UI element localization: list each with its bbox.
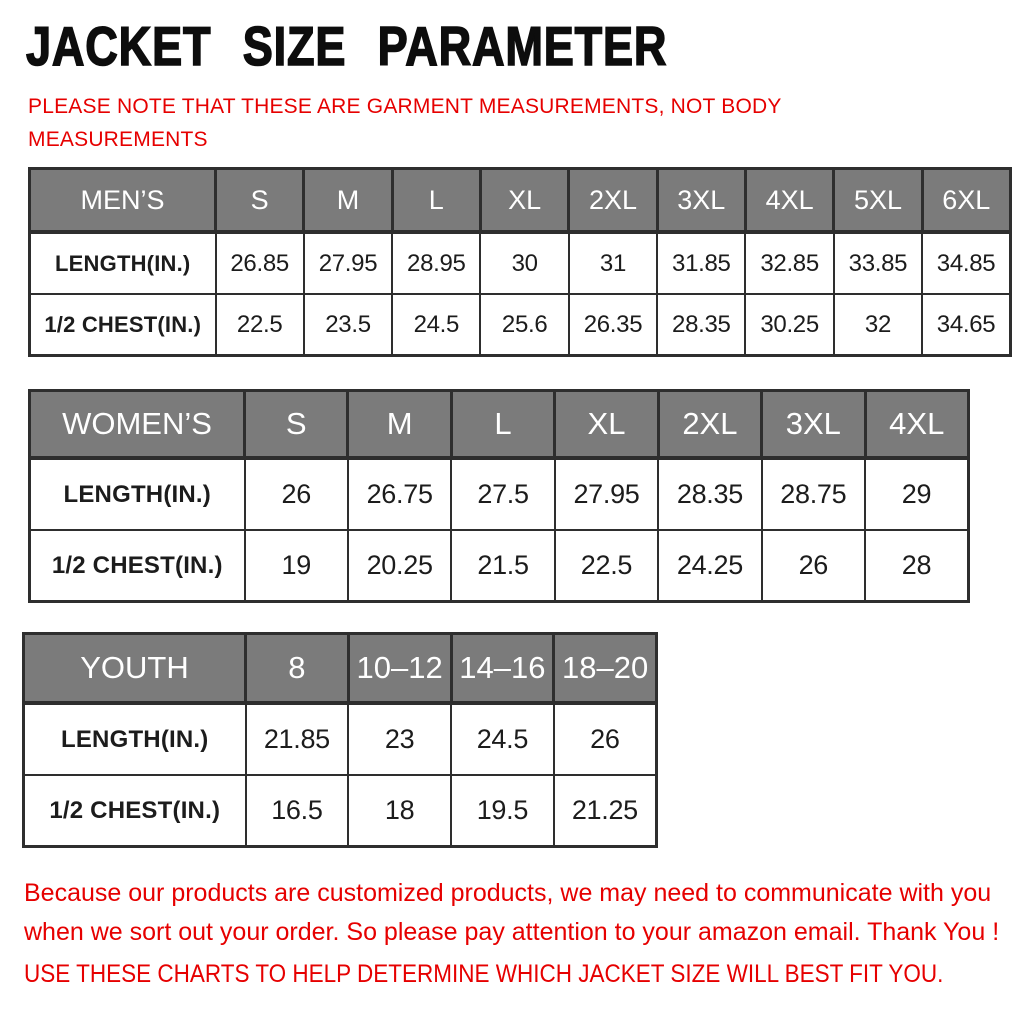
mens-header-cell: 3XL [655,167,747,234]
womens-measurement-cell: 28.75 [760,457,867,531]
womens-measurement-cell: 20.25 [346,529,453,603]
youth-header-cell: 10–12 [346,632,453,705]
youth-measurement-cell: 16.5 [244,774,350,848]
youth-measurement-cell: 19.5 [450,774,555,848]
mens-measurement-cell: 30.25 [744,293,835,357]
mens-data-row: LENGTH(IN.) 26.85 27.95 28.95 30 31 31.85 32.85… [28,231,1012,295]
mens-row-label: LENGTH(IN.) [28,231,217,295]
mens-header-cell: L [390,167,482,234]
womens-measurement-cell: 24.25 [657,529,763,603]
page-title: JACKET SIZE PARAMETER [25,14,808,78]
womens-row-label: LENGTH(IN.) [28,457,246,531]
womens-header-cell: 4XL [863,389,971,460]
mens-measurement-cell: 31.85 [656,231,747,295]
youth-data-row: 1/2 CHEST(IN.) 16.5 18 19.5 21.25 [22,774,658,848]
mens-header-cell: 2XL [567,167,659,234]
youth-row-label: LENGTH(IN.) [22,702,247,776]
womens-header-cell: 3XL [760,389,867,460]
youth-measurement-cell: 26 [552,702,658,776]
youth-header-cell: 18–20 [552,632,658,705]
youth-row-label: 1/2 CHEST(IN.) [22,774,247,848]
womens-measurement-cell: 19 [243,529,349,603]
womens-measurement-cell: 21.5 [450,529,556,603]
mens-measurement-cell: 26.85 [214,231,305,295]
customization-notice: Because our products are customized prod… [24,874,999,952]
mens-header-cell: S [213,167,306,234]
mens-measurement-cell: 34.65 [921,293,1012,357]
chart-usage-hint: USE THESE CHARTS TO HELP DETERMINE WHICH… [24,960,1024,989]
note-line-1: PLEASE NOTE THAT THESE ARE GARMENT MEASU… [28,95,782,118]
youth-header-cell: YOUTH [22,632,247,705]
page-title-text: JACKET SIZE PARAMETER [25,14,668,78]
mens-measurement-cell: 28.35 [656,293,747,357]
youth-header-cell: 14–16 [449,632,556,705]
youth-header-cell: 8 [244,632,350,705]
mens-measurement-cell: 32 [832,293,924,357]
mens-row-label: 1/2 CHEST(IN.) [28,293,217,357]
womens-header-cell: 2XL [656,389,764,460]
mens-measurement-cell: 34.85 [921,231,1012,295]
mens-measurement-cell: 32.85 [744,231,835,295]
mens-measurement-cell: 23.5 [302,293,394,357]
womens-measurement-cell: 26.75 [346,457,453,531]
youth-measurement-cell: 21.85 [244,702,350,776]
youth-measurement-cell: 24.5 [450,702,555,776]
womens-measurement-cell: 28.35 [657,457,763,531]
youth-data-row: LENGTH(IN.) 21.85 23 24.5 26 [22,702,658,776]
womens-measurement-cell: 26 [243,457,349,531]
garment-measurement-note: PLEASE NOTE THAT THESE ARE GARMENT MEASU… [28,90,782,156]
womens-header-cell: M [346,389,453,460]
mens-header-cell: M [302,167,394,234]
mens-header-cell: 4XL [743,167,836,234]
mens-measurement-cell: 33.85 [832,231,924,295]
womens-measurement-cell: 26 [760,529,867,603]
mens-header-cell: 5XL [832,167,924,234]
customization-notice-line-2: when we sort out your order. So please p… [24,918,1000,946]
mens-measurement-cell: 26.35 [567,293,659,357]
mens-measurement-cell: 25.6 [479,293,570,357]
womens-header-row: WOMEN’S S M L XL 2XL 3XL 4XL [28,389,971,460]
youth-measurement-cell: 23 [347,702,452,776]
mens-measurement-cell: 27.95 [302,231,394,295]
mens-measurement-cell: 24.5 [391,293,482,357]
youth-measurement-cell: 18 [347,774,452,848]
womens-header-cell: L [449,389,557,460]
womens-header-cell: WOMEN’S [28,389,246,460]
mens-measurement-cell: 22.5 [214,293,305,357]
womens-header-cell: S [242,389,350,460]
womens-measurement-cell: 27.95 [553,457,660,531]
mens-header-cell: MEN’S [28,167,217,234]
womens-data-row: 1/2 CHEST(IN.) 19 20.25 21.5 22.5 24.25 26 28 [28,529,970,603]
mens-measurement-cell: 30 [479,231,570,295]
womens-measurement-cell: 29 [864,457,970,531]
womens-measurement-cell: 27.5 [450,457,556,531]
note-line-2: MEASUREMENTS [28,128,208,151]
womens-data-row: LENGTH(IN.) 26 26.75 27.5 27.95 28.35 28.75 29 [28,457,970,531]
womens-measurement-cell: 22.5 [553,529,660,603]
customization-notice-line-1: Because our products are customized prod… [24,879,992,907]
youth-measurement-cell: 21.25 [552,774,658,848]
mens-size-table: MEN’S S M L XL 2XL 3XL 4XL 5XL 6XL LENGTH(IN.) 26.8… [28,167,1013,357]
womens-measurement-cell: 28 [864,529,970,603]
mens-measurement-cell: 31 [567,231,659,295]
youth-size-table: YOUTH 8 10–12 14–16 18–20 LENGTH(IN.) 21.85 23 2… [22,632,658,848]
mens-header-cell: 6XL [920,167,1013,234]
mens-measurement-cell: 28.95 [391,231,482,295]
mens-header-row: MEN’S S M L XL 2XL 3XL 4XL 5XL 6XL [28,167,1013,234]
womens-row-label: 1/2 CHEST(IN.) [28,529,246,603]
womens-header-cell: XL [553,389,660,460]
youth-header-row: YOUTH 8 10–12 14–16 18–20 [22,632,658,705]
mens-data-row: 1/2 CHEST(IN.) 22.5 23.5 24.5 25.6 26.35 28.35… [28,293,1012,357]
chart-usage-hint-text: USE THESE CHARTS TO HELP DETERMINE WHICH… [24,960,944,988]
womens-size-table: WOMEN’S S M L XL 2XL 3XL 4XL LENGTH(IN.) 26 26.75 2… [28,389,971,603]
mens-header-cell: XL [478,167,571,234]
